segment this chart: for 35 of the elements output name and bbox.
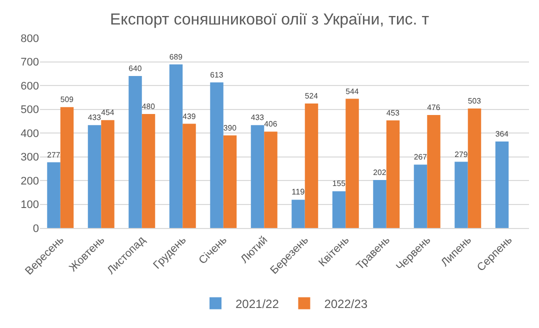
bar (495, 142, 509, 228)
y-tick-label: 100 (20, 199, 39, 212)
bar (304, 104, 318, 228)
bar (414, 164, 428, 228)
bar (373, 180, 386, 228)
bar (332, 191, 346, 228)
bar (210, 82, 224, 228)
bar (264, 132, 278, 228)
bar (88, 125, 102, 228)
bar (427, 114, 440, 228)
bar (346, 98, 359, 228)
bar (250, 125, 264, 228)
y-tick-label: 0 (32, 222, 39, 235)
bar (169, 64, 183, 228)
legend-label: 2021/22 (236, 296, 280, 311)
y-tick-label: 500 (20, 104, 39, 116)
y-tick-label: 800 (20, 32, 39, 45)
bar (182, 124, 196, 228)
y-tick-label: 200 (20, 175, 39, 188)
y-tick-label: 600 (20, 80, 39, 92)
chart-title: Експорт соняшникової олії з України, тис. т (110, 11, 430, 28)
bar (292, 200, 305, 228)
y-tick-label: 300 (20, 152, 39, 164)
bar (468, 108, 482, 228)
bar (60, 107, 74, 228)
bar (454, 162, 468, 228)
legend-label: 2022/23 (324, 296, 368, 311)
bar (386, 120, 400, 228)
y-tick-label: 400 (20, 128, 39, 140)
bar (47, 162, 60, 228)
bar (101, 120, 114, 228)
y-tick-label: 700 (20, 56, 39, 69)
bar (223, 135, 237, 228)
bar (142, 114, 156, 228)
bar (128, 76, 142, 228)
